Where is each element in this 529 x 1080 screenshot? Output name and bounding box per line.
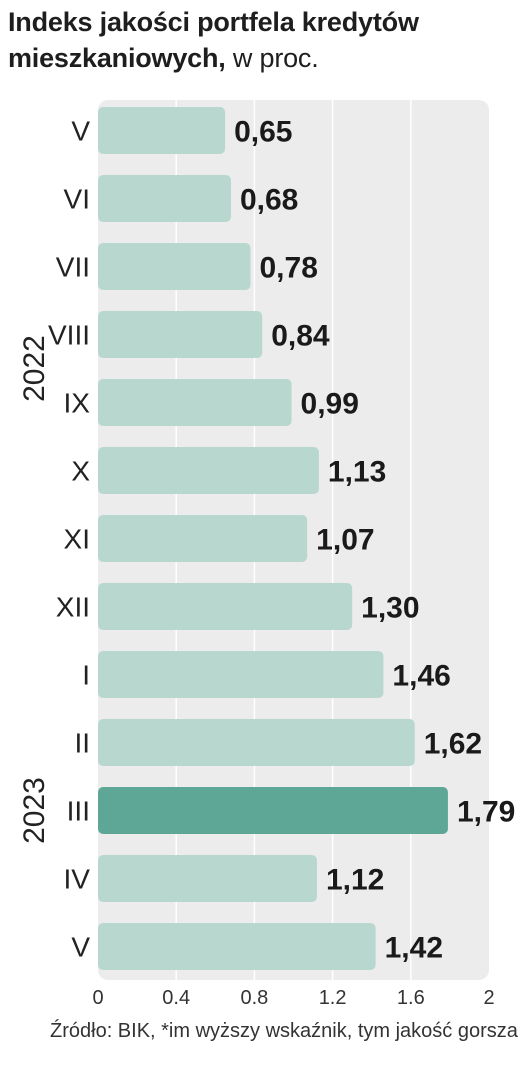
value-label-3: 0,84	[271, 320, 330, 353]
bar-10	[98, 787, 448, 834]
category-label-7: XII	[56, 592, 90, 623]
bar-9	[98, 719, 415, 766]
value-label-2: 0,78	[259, 252, 317, 285]
category-label-4: IX	[64, 388, 91, 419]
bar-11	[98, 855, 317, 902]
value-label-8: 1,46	[392, 660, 450, 693]
category-label-0: V	[71, 116, 90, 147]
year-label-2022: 2022	[18, 335, 51, 402]
value-label-11: 1,12	[326, 864, 384, 897]
category-label-6: XI	[64, 524, 90, 555]
bar-6	[98, 515, 308, 562]
value-label-0: 0,65	[234, 116, 292, 149]
value-label-5: 1,13	[328, 456, 386, 489]
x-tick-label-5: 2	[483, 987, 494, 1009]
bar-7	[98, 583, 353, 630]
value-label-4: 0,99	[301, 388, 359, 421]
value-label-9: 1,62	[424, 728, 482, 761]
category-label-10: III	[67, 796, 90, 827]
x-tick-label-4: 1.6	[397, 987, 425, 1009]
bar-4	[98, 379, 292, 426]
x-tick-label-2: 0.8	[240, 987, 268, 1009]
bar-2	[98, 243, 251, 290]
chart-title: Indeks jakości portfela kredytów mieszka…	[8, 4, 523, 76]
category-label-9: II	[74, 728, 90, 759]
year-label-2023: 2023	[18, 777, 51, 844]
bar-8	[98, 651, 384, 698]
x-tick-label-3: 1.2	[319, 987, 347, 1009]
category-label-3: VIII	[48, 320, 90, 351]
category-label-12: V	[71, 932, 90, 963]
bar-5	[98, 447, 319, 494]
title-bold: Indeks jakości portfela kredytów mieszka…	[8, 7, 419, 73]
title-unit: w proc.	[232, 43, 319, 73]
source-note: Źródło: BIK, *im wyższy wskaźnik, tym ja…	[50, 1020, 518, 1042]
value-label-10: 1,79	[457, 796, 515, 829]
value-label-7: 1,30	[361, 592, 419, 625]
category-label-8: I	[82, 660, 90, 691]
category-label-11: IV	[64, 864, 91, 895]
category-label-2: VII	[56, 252, 90, 283]
category-label-5: X	[71, 456, 90, 487]
x-tick-label-0: 0	[92, 987, 103, 1009]
bar-3	[98, 311, 263, 358]
value-label-6: 1,07	[316, 524, 374, 557]
value-label-12: 1,42	[385, 932, 443, 965]
category-label-1: VI	[64, 184, 90, 215]
bar-1	[98, 175, 231, 222]
bar-0	[98, 107, 226, 154]
bar-12	[98, 923, 376, 970]
value-label-1: 0,68	[240, 184, 298, 217]
x-tick-label-1: 0.4	[162, 987, 190, 1009]
